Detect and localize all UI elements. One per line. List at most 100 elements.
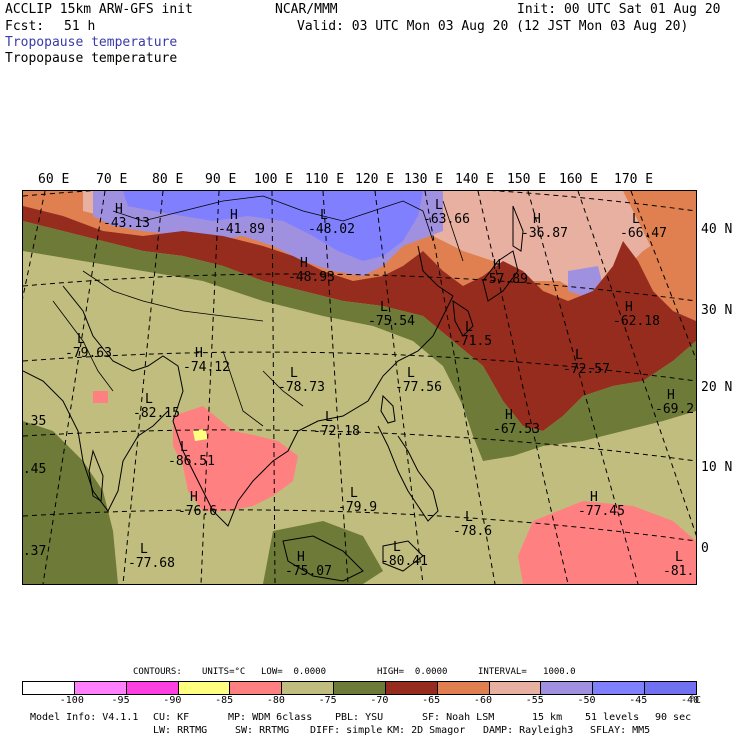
colorbar-tick-label: -70 <box>370 695 389 706</box>
footer-damp: DAMP: Rayleigh3 <box>483 725 574 736</box>
contours-high: HIGH= 0.0000 <box>377 667 448 677</box>
lon-label: 110 E <box>305 172 345 187</box>
pressure-center-value: -41.89 <box>218 222 265 237</box>
pressure-center-value: -78.73 <box>278 380 325 395</box>
pressure-center-value: -80.41 <box>381 554 428 569</box>
colorbar-tick-label: -75 <box>318 695 337 706</box>
band-orange-east <box>623 191 696 311</box>
colorbar-tick-label: -90 <box>163 695 182 706</box>
pressure-center-type: L <box>325 410 333 425</box>
pressure-center-type: H <box>300 256 308 271</box>
pressure-center-type: L <box>320 208 328 223</box>
pressure-center-value: -63.66 <box>423 212 470 227</box>
contours-low: LOW= 0.0000 <box>261 667 327 677</box>
lat-label: 40 N <box>701 222 733 237</box>
pressure-center-type: H <box>533 212 541 227</box>
colorbar-swatch <box>541 682 594 694</box>
colorbar-tick-label: -65 <box>422 695 441 706</box>
colorbar-tick-label: -50 <box>577 695 596 706</box>
lon-label: 100 E <box>254 172 294 187</box>
org-label: NCAR/MMM <box>275 2 338 17</box>
graticule <box>23 191 696 584</box>
lon-label: 70 E <box>96 172 128 187</box>
pressure-center-type: L <box>77 332 85 347</box>
pressure-center-type: H <box>230 208 238 223</box>
colorbar-tick-label: -45 <box>629 695 648 706</box>
pressure-center-value: -36.87 <box>521 226 568 241</box>
colorbar-swatch <box>282 682 335 694</box>
band-darkolive-west <box>23 421 118 584</box>
pressure-center-value: -77.68 <box>128 556 175 571</box>
pressure-center-type: L <box>465 510 473 525</box>
pressure-center-type: L <box>380 300 388 315</box>
band-blue <box>123 191 423 261</box>
pressure-center-value: -75.07 <box>285 564 332 579</box>
contours-label: CONTOURS: <box>133 667 182 677</box>
footer-levels: 51 levels <box>585 712 640 723</box>
colorbar-swatch <box>645 682 696 694</box>
pressure-center-type: H <box>297 550 305 565</box>
lon-label: 90 E <box>205 172 237 187</box>
init-time: Init: 00 UTC Sat 01 Aug 20 <box>517 2 721 17</box>
pressure-center-type: H <box>115 202 123 217</box>
pressure-center-value: -69.2 <box>655 402 695 417</box>
contours-units: UNITS=°C <box>202 667 246 677</box>
pressure-center-value: 5.37 <box>22 544 47 559</box>
lon-label: 60 E <box>38 172 70 187</box>
band-salmon-east <box>518 501 696 584</box>
colorbar-tick-label: -100 <box>59 695 84 706</box>
pressure-center-value: -81. <box>663 564 695 579</box>
pressure-center-value: -72.57 <box>563 362 610 377</box>
band-yellow-spot <box>193 429 208 441</box>
footer-res: 15 km <box>532 712 563 723</box>
map-canvas <box>23 191 696 584</box>
lat-label: 20 N <box>701 380 733 395</box>
pressure-center-type: L <box>435 198 443 213</box>
footer-mp: MP: WDM 6class <box>228 712 313 723</box>
pressure-center-value: -66.47 <box>620 226 667 241</box>
colorbar-unit: °C <box>689 695 702 706</box>
valid-time: Valid: 03 UTC Mon 03 Aug 20 (12 JST Mon … <box>297 19 689 34</box>
pressure-center-value: -72.18 <box>313 424 360 439</box>
lon-label: 120 E <box>355 172 395 187</box>
colorbar-swatch <box>385 682 438 694</box>
field-title-primary: Tropopause temperature <box>5 35 178 50</box>
band-darkred <box>23 206 696 431</box>
pressure-center-value: -74.12 <box>183 360 230 375</box>
pressure-center-type: L <box>632 212 640 227</box>
footer-sflay: SFLAY: MM5 <box>590 725 651 736</box>
pressure-center-value: 6.35 <box>22 414 47 429</box>
pressure-center-type: H <box>195 346 203 361</box>
fcst-value: 51 h <box>64 19 96 34</box>
pressure-center-type: L <box>393 540 401 555</box>
tropopause-map: H -43.13 H -41.89 L -48.02 H -48.93 L -63.66 H -36.… <box>22 190 697 585</box>
colorbar-tick-label: -85 <box>215 695 234 706</box>
pressure-center-value: -43.13 <box>103 216 150 231</box>
pressure-center-type: L <box>140 542 148 557</box>
pressure-center-value: -71.5 <box>453 334 493 349</box>
footer-lw: LW: RRTMG <box>153 725 208 736</box>
coastlines <box>23 205 524 582</box>
pressure-center-value: -82.15 <box>133 406 180 421</box>
color-legend-bar <box>22 681 697 695</box>
lat-label: 0 <box>701 541 709 556</box>
pressure-center-type: H <box>667 388 675 403</box>
pressure-center-type: H <box>590 490 598 505</box>
footer-cu: CU: KF <box>153 712 190 723</box>
pressure-center-value: -67.53 <box>493 422 540 437</box>
field-title-secondary: Tropopause temperature <box>5 51 178 66</box>
pressure-center-value: -77.56 <box>395 380 442 395</box>
lon-label: 150 E <box>507 172 547 187</box>
colorbar-swatch <box>437 682 490 694</box>
footer-sf: SF: Noah LSM <box>422 712 495 723</box>
colorbar-swatch <box>489 682 542 694</box>
pressure-center-type: L <box>465 320 473 335</box>
pressure-center-value: -77.45 <box>578 504 625 519</box>
pressure-center-value: 6.45 <box>22 462 47 477</box>
colorbar-swatch <box>74 682 127 694</box>
pressure-center-type: L <box>145 392 153 407</box>
colorbar-swatch <box>334 682 386 694</box>
pressure-center-type: H <box>493 258 501 273</box>
band-lavender-east <box>568 266 603 296</box>
footer-timestep: 90 sec <box>655 712 692 723</box>
